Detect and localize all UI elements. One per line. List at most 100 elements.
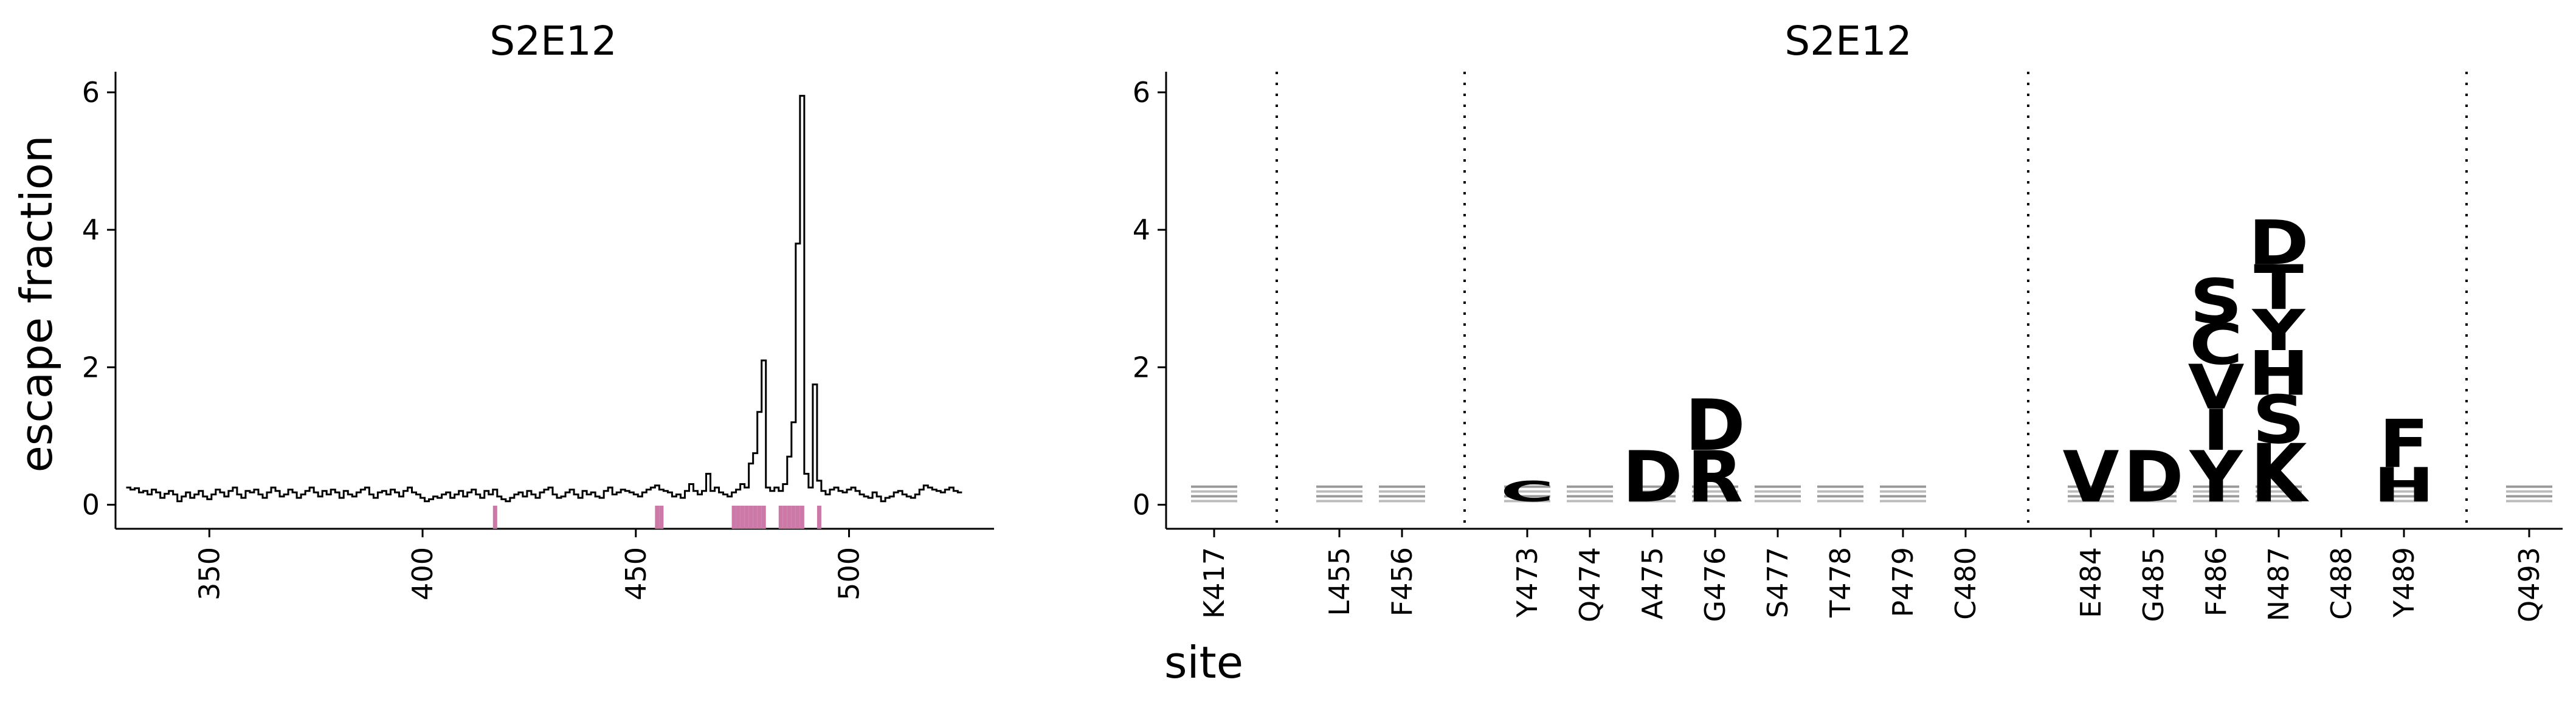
small-letter-mark — [1316, 490, 1362, 493]
small-letter-mark — [2506, 490, 2552, 493]
logo-letter-C: C — [2189, 312, 2243, 377]
highlight-site-bar — [757, 506, 762, 529]
site-tick-label: C488 — [2325, 547, 2358, 620]
small-letter-mark — [1316, 495, 1362, 498]
y-tick-label: 0 — [82, 488, 100, 521]
small-letter-mark — [1504, 490, 1550, 493]
site-tick-label: K417 — [1198, 547, 1231, 619]
left-line-panel: S2E12 escape fraction 0 2 4 6 350 400 450 500 — [11, 18, 994, 600]
small-letter-mark — [1504, 485, 1550, 488]
small-letter-mark — [1379, 495, 1425, 498]
site-tick-label: Y489 — [2388, 547, 2420, 618]
logo-letter-K: K — [2251, 427, 2310, 520]
logo-letter-R: R — [1687, 436, 1743, 518]
logo-letter-D: D — [1685, 384, 1746, 467]
small-letter-mark — [2193, 485, 2239, 488]
small-letter-mark — [2256, 485, 2302, 488]
small-letter-mark — [1755, 485, 1801, 488]
site-tick-label: E484 — [2074, 547, 2107, 618]
site-tick-label: Y473 — [1511, 547, 1544, 618]
highlight-site-bar — [753, 506, 758, 529]
small-letter-mark — [1817, 490, 1863, 493]
small-letter-mark — [1567, 495, 1613, 498]
small-letter-mark — [1880, 485, 1926, 488]
small-letter-mark — [1755, 500, 1801, 503]
highlight-site-bar — [761, 506, 766, 529]
small-letter-mark — [1191, 485, 1237, 488]
small-letter-mark — [1567, 485, 1613, 488]
highlight-site-bar — [655, 506, 660, 529]
small-letter-mark — [1629, 485, 1676, 488]
site-tick-label: T478 — [1824, 547, 1857, 618]
small-letter-mark — [2506, 500, 2552, 503]
x-tick-label: 500 — [833, 547, 866, 600]
small-letter-mark — [2256, 495, 2302, 498]
y-tick-label: 4 — [1133, 213, 1150, 246]
site-tick-label: Q474 — [1573, 547, 1606, 622]
small-letter-mark — [1379, 485, 1425, 488]
site-tick-label: Q493 — [2513, 547, 2546, 622]
small-letter-mark — [2130, 485, 2177, 488]
small-letter-mark — [2506, 485, 2552, 488]
small-letter-mark — [2381, 490, 2427, 493]
small-letter-mark — [1755, 495, 1801, 498]
highlight-site-bar — [736, 506, 741, 529]
logo-letter-H: H — [2374, 458, 2434, 512]
small-letter-mark — [1692, 495, 1738, 498]
logo-letter-V: V — [2188, 352, 2245, 423]
logo-letter-D: D — [2248, 208, 2309, 279]
right-site-ticks: K417 L455 F456 Y473 Q474 A475 G476 S477 T478 P479… — [1198, 529, 2546, 622]
x-tick-label: 450 — [620, 547, 652, 600]
left-chart-title: S2E12 — [489, 18, 617, 64]
site-tick-label: F456 — [1386, 547, 1418, 616]
left-y-ticks: 0 2 4 6 — [82, 76, 116, 521]
highlight-site-bar — [740, 506, 745, 529]
small-letter-mark — [1316, 500, 1362, 503]
left-x-ticks: 350 400 450 500 — [193, 529, 866, 600]
highlight-site-bar — [659, 506, 664, 529]
small-letter-mark — [2130, 490, 2177, 493]
small-letter-mark — [1191, 500, 1237, 503]
small-letter-mark — [1567, 490, 1613, 493]
y-tick-label: 6 — [82, 76, 100, 109]
highlight-site-bar — [787, 506, 792, 529]
highlight-site-bar — [731, 506, 736, 529]
logo-letter-Y: Y — [2251, 298, 2306, 363]
small-letter-mark — [1817, 500, 1863, 503]
site-tick-label: C480 — [1949, 547, 1982, 620]
site-tick-label: N487 — [2262, 547, 2295, 621]
logo-letter-S: S — [2190, 266, 2242, 337]
small-letter-mark — [2193, 500, 2239, 503]
small-letter-mark — [1629, 495, 1676, 498]
right-logo-panel: S2E12 0 2 4 6 K417 L455 F456 Y473 Q474 A475 G476 S… — [1133, 18, 2563, 688]
small-letter-mark — [1629, 500, 1676, 503]
small-letter-mark — [2506, 495, 2552, 498]
highlight-site-bar — [778, 506, 783, 529]
small-letter-mark — [1567, 500, 1613, 503]
small-letter-mark — [2381, 500, 2427, 503]
highlight-site-bar — [791, 506, 796, 529]
small-letter-mark — [1379, 500, 1425, 503]
site-tick-label: G476 — [1699, 547, 1732, 622]
highlight-site-bar — [744, 506, 749, 529]
logo-letter-H: H — [2248, 339, 2309, 410]
logo-letter-I: I — [2203, 397, 2230, 463]
highlight-site-bar — [799, 506, 804, 529]
logo-letter-D: D — [2123, 436, 2184, 518]
small-letter-mark — [1692, 490, 1738, 493]
small-letter-mark — [1880, 500, 1926, 503]
y-axis-label: escape fraction — [11, 136, 62, 473]
small-letter-mark — [2130, 500, 2177, 503]
highlight-site-bar — [748, 506, 753, 529]
site-tick-label: F486 — [2200, 547, 2232, 616]
y-tick-label: 2 — [82, 351, 100, 384]
site-tick-label: P479 — [1887, 547, 1919, 618]
small-letter-mark — [1880, 490, 1926, 493]
small-letter-mark — [2256, 500, 2302, 503]
site-tick-label: L455 — [1323, 547, 1356, 616]
logo-letter-F: F — [2379, 406, 2429, 483]
small-letter-mark — [2381, 485, 2427, 488]
small-letter-mark — [2193, 490, 2239, 493]
